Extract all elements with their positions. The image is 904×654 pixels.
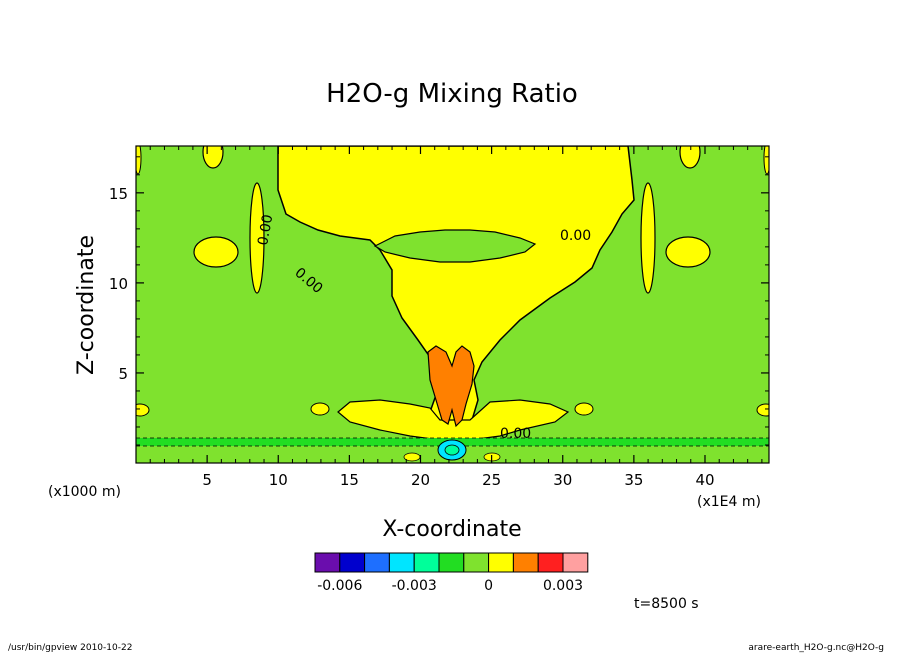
colorbar-swatch [488, 552, 514, 573]
colorbar-labels: -0.006 -0.003 0 0.003 [317, 578, 583, 594]
yellow-top-right-blob [679, 146, 701, 169]
yellow-top-left-blob [202, 146, 224, 169]
yellow-blob-low-right [574, 402, 594, 416]
x-tick-label: 35 [624, 471, 643, 489]
colorbar-swatch [438, 552, 465, 573]
plot-area [136, 146, 769, 463]
y-unit-label: (x1000 m) [48, 484, 121, 500]
yellow-blob-left [193, 236, 239, 268]
y-axis-title: Z-coordinate [74, 235, 99, 375]
x-tick-label: 10 [269, 471, 288, 489]
yellow-streak-left [249, 182, 265, 294]
colorbar-swatch [562, 552, 589, 573]
yellow-blob-right [665, 236, 711, 268]
orange-core-region [427, 345, 475, 428]
time-label: t=8500 s [634, 596, 699, 612]
footer-right: arare-earth_H2O-g.nc@H2O-g [748, 643, 884, 653]
colorbar-swatch [463, 552, 490, 573]
x-tick-label: 40 [695, 471, 714, 489]
yellow-top-edge-right [763, 146, 769, 175]
x-tick-label: 25 [482, 471, 501, 489]
x-tick-label: 20 [411, 471, 430, 489]
y-axis: 5 10 15 [109, 156, 769, 446]
colorbar-swatch [537, 552, 564, 573]
colorbar [314, 552, 589, 573]
yellow-blob-edge-right [756, 403, 769, 417]
colorbar-tick-label: -0.003 [392, 578, 437, 594]
colorbar-swatch [413, 552, 440, 573]
chart-title: H2O-g Mixing Ratio [326, 79, 578, 109]
contour-label-1: 0.00 [255, 213, 276, 246]
colorbar-tick-label: -0.006 [317, 578, 362, 594]
teal-surface-patch [444, 444, 460, 456]
yellow-streak-right [640, 182, 656, 294]
yellow-lower-band [337, 399, 570, 441]
x-tick-label: 5 [202, 471, 212, 489]
x-tick-label: 30 [553, 471, 572, 489]
y-tick-label: 5 [118, 365, 128, 383]
yellow-blob-low-left [310, 402, 330, 416]
colorbar-tick-label: 0.003 [543, 578, 583, 594]
colorbar-swatch [388, 552, 415, 573]
colorbar-swatch [364, 552, 390, 573]
plot-frame [135, 145, 770, 464]
yellow-blob-edge-left [136, 403, 150, 417]
colorbar-swatch [339, 552, 366, 573]
x-unit-label: (x1E4 m) [697, 494, 761, 510]
colorbar-swatch [512, 552, 539, 573]
footer-left: /usr/bin/gpview 2010-10-22 [8, 643, 132, 653]
y-tick-label: 15 [109, 185, 128, 203]
yellow-top-edge-left [136, 146, 142, 175]
x-axis: 5 10 15 20 25 30 35 40 [149, 146, 763, 489]
x-axis-title: X-coordinate [382, 517, 521, 542]
green-cloud-top-region [373, 229, 537, 263]
contour-label-3: 0.00 [560, 228, 591, 244]
colorbar-tick-label: 0 [484, 578, 493, 594]
x-tick-label: 15 [340, 471, 359, 489]
contour-label-4: 0.00 [500, 426, 531, 442]
colorbar-swatch [314, 552, 341, 573]
y-tick-label: 10 [109, 275, 128, 293]
